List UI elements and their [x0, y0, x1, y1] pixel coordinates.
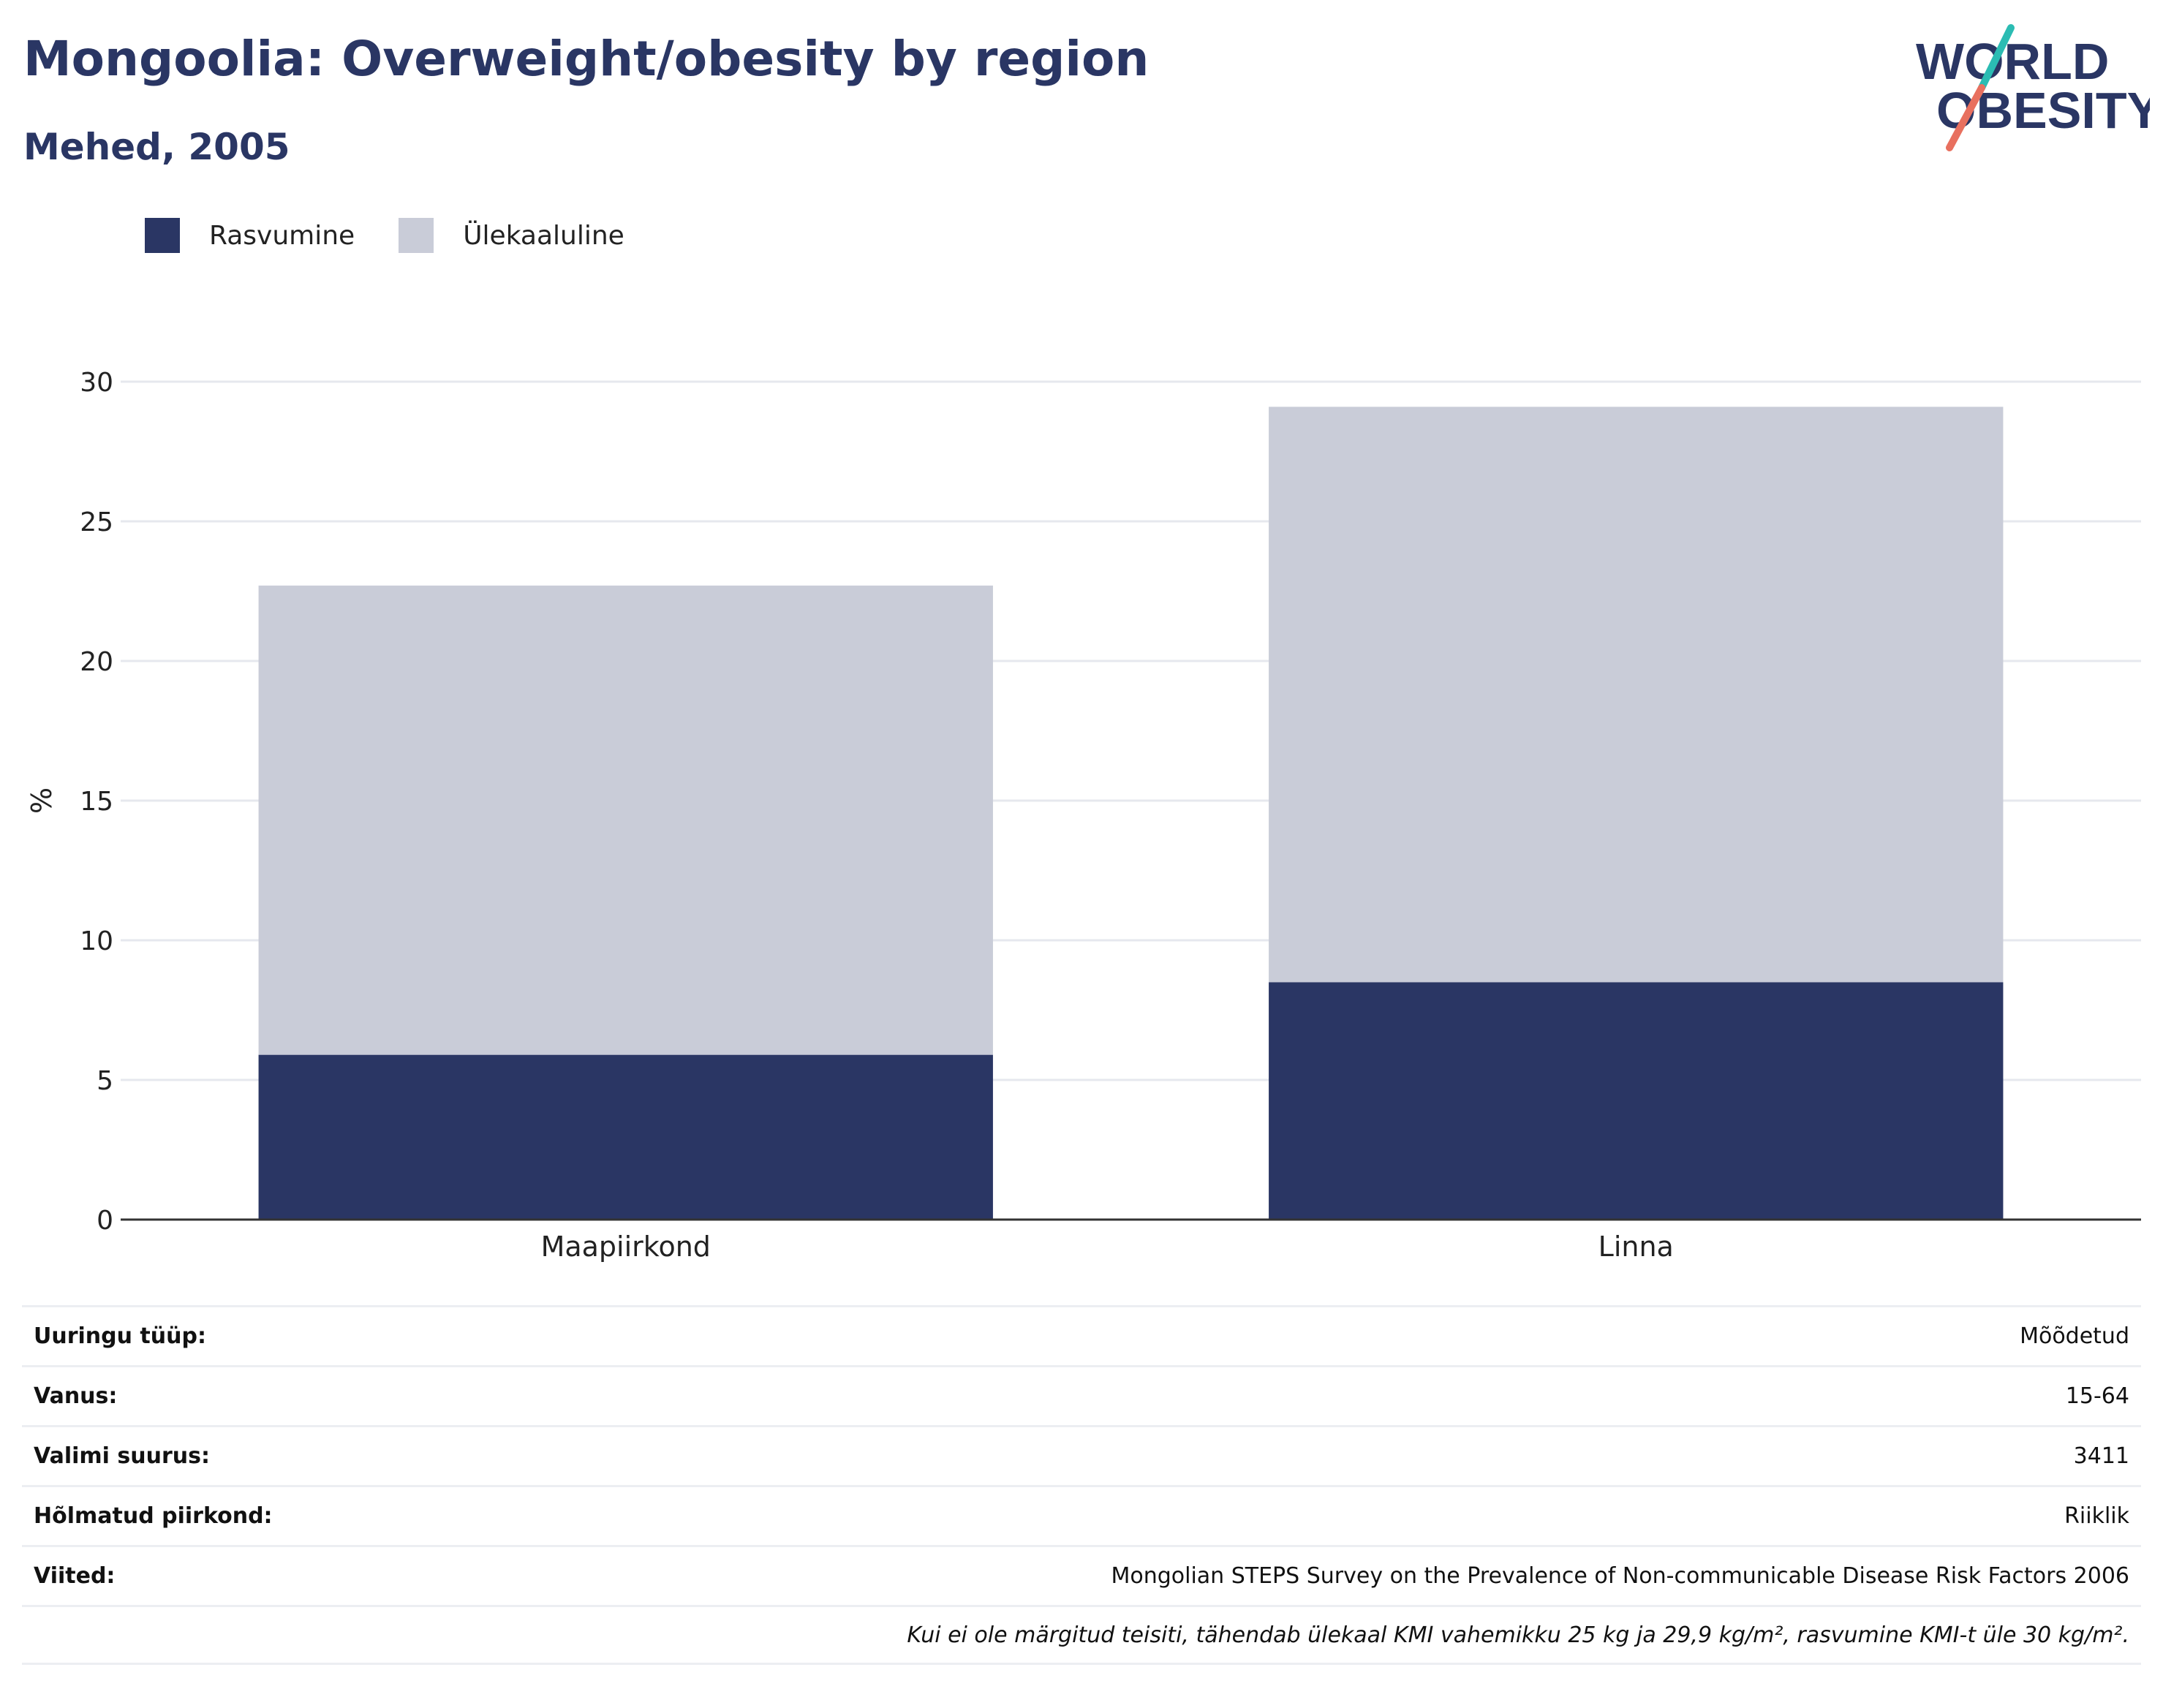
info-row-coverage: Hõlmatud piirkond: Riiklik: [22, 1485, 2141, 1545]
info-label: Vanus:: [34, 1383, 118, 1409]
info-value: 15-64: [2065, 1383, 2129, 1409]
info-row-survey-type: Uuringu tüüp: Mõõdetud: [22, 1305, 2141, 1365]
x-tick-label: Maapiirkond: [541, 1231, 711, 1263]
info-label: Valimi suurus:: [34, 1443, 210, 1469]
info-row-footnote: Kui ei ole märgitud teisiti, tähendab ül…: [22, 1605, 2141, 1665]
logo-slash-teal: [1978, 24, 2015, 91]
y-tick-label: 30: [80, 368, 113, 398]
legend-item-rasvumine[interactable]: Rasvumine: [145, 218, 355, 253]
y-axis-label: %: [26, 787, 58, 814]
y-tick-label: 25: [80, 507, 113, 537]
bar-ulekaaluline: [1269, 407, 2004, 983]
y-tick-label: 20: [80, 647, 113, 677]
info-label: Uuringu tüüp:: [34, 1323, 206, 1349]
stacked-bar-chart: 0 5 10 15 20 25 30 Maapiirkond Linna%: [26, 368, 2141, 1263]
y-tick-label: 10: [80, 926, 113, 956]
x-tick-label: Linna: [1598, 1231, 1674, 1263]
legend-item-ulekaaluline[interactable]: Ülekaaluline: [399, 218, 624, 253]
footnote-text: Kui ei ole märgitud teisiti, tähendab ül…: [907, 1622, 2129, 1648]
info-value: Riiklik: [2064, 1503, 2129, 1529]
bar-rasvumine: [1269, 982, 2004, 1220]
info-row-references: Viited: Mongolian STEPS Survey on the Pr…: [22, 1545, 2141, 1605]
info-label: Viited:: [34, 1563, 116, 1589]
info-value: Mõõdetud: [2020, 1323, 2129, 1349]
chart-title: Mongoolia: Overweight/obesity by region: [23, 31, 1150, 87]
legend-label-ulekaaluline: Ülekaaluline: [463, 220, 624, 251]
chart-legend: Rasvumine Ülekaaluline: [145, 216, 668, 254]
y-tick-label: 5: [97, 1066, 113, 1096]
info-value: 3411: [2073, 1443, 2129, 1469]
legend-swatch-rasvumine: [145, 218, 180, 253]
legend-swatch-ulekaaluline: [399, 218, 434, 253]
world-obesity-logo: WORLD OBESITY: [1916, 24, 2150, 151]
logo-line-1: WORLD: [1916, 33, 2109, 90]
legend-label-rasvumine: Rasvumine: [209, 220, 355, 251]
logo-slash-coral: [1946, 84, 1985, 151]
survey-info-table: Uuringu tüüp: Mõõdetud Vanus: 15-64 Vali…: [22, 1305, 2141, 1665]
chart-subtitle: Mehed, 2005: [23, 126, 290, 168]
y-tick-label: 0: [97, 1206, 113, 1236]
info-label: Hõlmatud piirkond:: [34, 1503, 273, 1529]
info-row-age: Vanus: 15-64: [22, 1365, 2141, 1425]
info-row-sample-size: Valimi suurus: 3411: [22, 1425, 2141, 1485]
bar-rasvumine: [258, 1054, 993, 1220]
info-value: Mongolian STEPS Survey on the Prevalence…: [1111, 1563, 2129, 1589]
y-tick-label: 15: [80, 787, 113, 817]
bar-ulekaaluline: [258, 585, 993, 1055]
